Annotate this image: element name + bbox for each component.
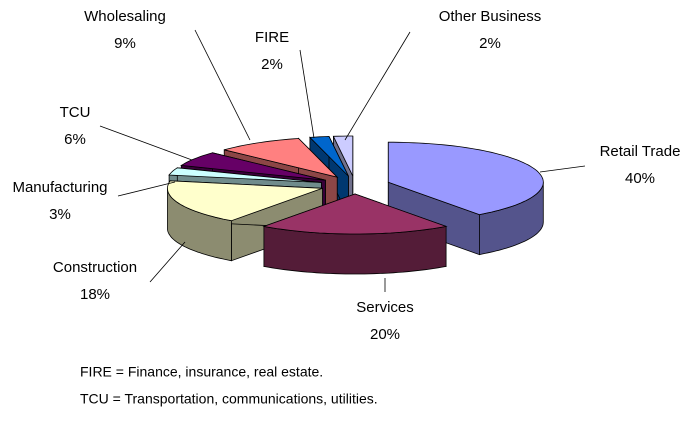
slice-label: TCU (60, 104, 91, 121)
footnote: TCU = Transportation, communications, ut… (80, 391, 378, 407)
leader-line (194, 29, 251, 141)
slice-label: Manufacturing (12, 179, 107, 196)
value-label: 18% (80, 286, 110, 303)
leader-line (149, 241, 186, 283)
slice-label: Services (356, 299, 414, 316)
slice (168, 167, 322, 183)
slice-group (387, 141, 544, 256)
slice (167, 180, 323, 222)
leader-line (299, 49, 315, 139)
value-label: 40% (625, 170, 655, 187)
value-label: 2% (261, 56, 283, 73)
slice (180, 152, 326, 181)
slice-label: FIRE (255, 29, 289, 46)
slice-label: Wholesaling (84, 8, 166, 25)
leader-line (117, 181, 176, 197)
value-label: 20% (370, 326, 400, 343)
value-label: 6% (64, 131, 86, 148)
footnote: FIRE = Finance, insurance, real estate. (80, 364, 323, 380)
slice (308, 135, 349, 177)
slice (332, 135, 354, 177)
slice-label: Construction (53, 259, 137, 276)
slice-label: Retail Trade (600, 143, 681, 160)
slice-group (262, 193, 448, 275)
leader-line (99, 125, 193, 161)
leader-line (539, 165, 586, 173)
slice (387, 141, 544, 216)
leader-line (344, 31, 411, 141)
value-label: 3% (49, 206, 71, 223)
slice (224, 138, 339, 178)
value-label: 2% (479, 35, 501, 52)
slice (262, 193, 448, 235)
value-label: 9% (114, 35, 136, 52)
slice-label: Other Business (439, 8, 542, 25)
